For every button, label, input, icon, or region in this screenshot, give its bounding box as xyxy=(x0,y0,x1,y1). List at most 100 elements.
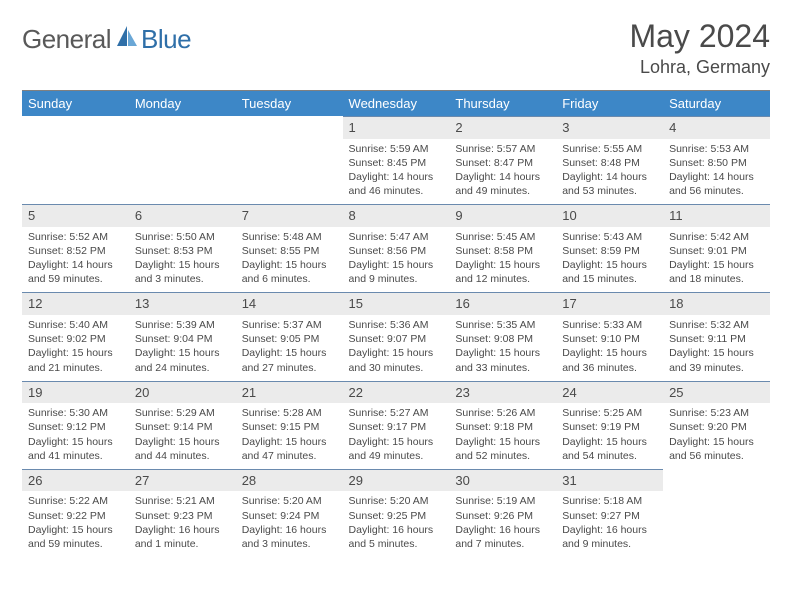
dow-header: Monday xyxy=(129,91,236,116)
day-number: 7 xyxy=(236,204,343,227)
location: Lohra, Germany xyxy=(629,57,770,78)
day-number: 1 xyxy=(343,116,450,139)
day-info: Sunrise: 5:23 AMSunset: 9:20 PMDaylight:… xyxy=(663,403,770,469)
day-info: Sunrise: 5:28 AMSunset: 9:15 PMDaylight:… xyxy=(236,403,343,469)
day-number: 5 xyxy=(22,204,129,227)
calendar-day: 14Sunrise: 5:37 AMSunset: 9:05 PMDayligh… xyxy=(236,292,343,380)
day-info: Sunrise: 5:40 AMSunset: 9:02 PMDaylight:… xyxy=(22,315,129,381)
day-number: 14 xyxy=(236,292,343,315)
calendar-day: 2Sunrise: 5:57 AMSunset: 8:47 PMDaylight… xyxy=(449,116,556,204)
day-number: 16 xyxy=(449,292,556,315)
day-number: 4 xyxy=(663,116,770,139)
day-number: 9 xyxy=(449,204,556,227)
calendar-day: 12Sunrise: 5:40 AMSunset: 9:02 PMDayligh… xyxy=(22,292,129,380)
day-info: Sunrise: 5:57 AMSunset: 8:47 PMDaylight:… xyxy=(449,139,556,205)
day-info: Sunrise: 5:42 AMSunset: 9:01 PMDaylight:… xyxy=(663,227,770,293)
day-info: Sunrise: 5:37 AMSunset: 9:05 PMDaylight:… xyxy=(236,315,343,381)
day-info: Sunrise: 5:45 AMSunset: 8:58 PMDaylight:… xyxy=(449,227,556,293)
page-header: General Blue May 2024 Lohra, Germany xyxy=(22,18,770,78)
day-info: Sunrise: 5:32 AMSunset: 9:11 PMDaylight:… xyxy=(663,315,770,381)
calendar-day: 11Sunrise: 5:42 AMSunset: 9:01 PMDayligh… xyxy=(663,204,770,292)
day-number: 29 xyxy=(343,469,450,492)
calendar-day: 15Sunrise: 5:36 AMSunset: 9:07 PMDayligh… xyxy=(343,292,450,380)
day-number: 24 xyxy=(556,381,663,404)
calendar-day-empty: . xyxy=(236,116,343,204)
calendar-day: 13Sunrise: 5:39 AMSunset: 9:04 PMDayligh… xyxy=(129,292,236,380)
calendar-day: 31Sunrise: 5:18 AMSunset: 9:27 PMDayligh… xyxy=(556,469,663,557)
calendar-day: 17Sunrise: 5:33 AMSunset: 9:10 PMDayligh… xyxy=(556,292,663,380)
day-info: Sunrise: 5:48 AMSunset: 8:55 PMDaylight:… xyxy=(236,227,343,293)
day-number: 13 xyxy=(129,292,236,315)
day-number: 22 xyxy=(343,381,450,404)
day-number: 3 xyxy=(556,116,663,139)
calendar-day: 28Sunrise: 5:20 AMSunset: 9:24 PMDayligh… xyxy=(236,469,343,557)
calendar-day: 20Sunrise: 5:29 AMSunset: 9:14 PMDayligh… xyxy=(129,381,236,469)
calendar-day: 23Sunrise: 5:26 AMSunset: 9:18 PMDayligh… xyxy=(449,381,556,469)
day-info: Sunrise: 5:53 AMSunset: 8:50 PMDaylight:… xyxy=(663,139,770,205)
calendar-day: 5Sunrise: 5:52 AMSunset: 8:52 PMDaylight… xyxy=(22,204,129,292)
calendar-day: 21Sunrise: 5:28 AMSunset: 9:15 PMDayligh… xyxy=(236,381,343,469)
calendar-table: SundayMondayTuesdayWednesdayThursdayFrid… xyxy=(22,91,770,557)
dow-header: Wednesday xyxy=(343,91,450,116)
title-block: May 2024 Lohra, Germany xyxy=(629,18,770,78)
day-number: 6 xyxy=(129,204,236,227)
brand-accent: Blue xyxy=(141,24,191,55)
day-number: 25 xyxy=(663,381,770,404)
day-number: 31 xyxy=(556,469,663,492)
dow-header: Thursday xyxy=(449,91,556,116)
month-title: May 2024 xyxy=(629,18,770,55)
day-number: 26 xyxy=(22,469,129,492)
calendar-day: 10Sunrise: 5:43 AMSunset: 8:59 PMDayligh… xyxy=(556,204,663,292)
day-number: 17 xyxy=(556,292,663,315)
calendar-day: 16Sunrise: 5:35 AMSunset: 9:08 PMDayligh… xyxy=(449,292,556,380)
day-info: Sunrise: 5:33 AMSunset: 9:10 PMDaylight:… xyxy=(556,315,663,381)
calendar-day-empty: . xyxy=(663,469,770,557)
calendar-day: 24Sunrise: 5:25 AMSunset: 9:19 PMDayligh… xyxy=(556,381,663,469)
day-info: Sunrise: 5:29 AMSunset: 9:14 PMDaylight:… xyxy=(129,403,236,469)
calendar-day-empty: . xyxy=(22,116,129,204)
day-info: Sunrise: 5:27 AMSunset: 9:17 PMDaylight:… xyxy=(343,403,450,469)
calendar-day: 3Sunrise: 5:55 AMSunset: 8:48 PMDaylight… xyxy=(556,116,663,204)
day-info: Sunrise: 5:22 AMSunset: 9:22 PMDaylight:… xyxy=(22,491,129,557)
day-info: Sunrise: 5:47 AMSunset: 8:56 PMDaylight:… xyxy=(343,227,450,293)
day-number: 27 xyxy=(129,469,236,492)
day-of-week-row: SundayMondayTuesdayWednesdayThursdayFrid… xyxy=(22,91,770,116)
day-number: 11 xyxy=(663,204,770,227)
day-info: Sunrise: 5:21 AMSunset: 9:23 PMDaylight:… xyxy=(129,491,236,557)
day-info: Sunrise: 5:36 AMSunset: 9:07 PMDaylight:… xyxy=(343,315,450,381)
day-number: 28 xyxy=(236,469,343,492)
day-number: 2 xyxy=(449,116,556,139)
day-info: Sunrise: 5:20 AMSunset: 9:24 PMDaylight:… xyxy=(236,491,343,557)
dow-header: Friday xyxy=(556,91,663,116)
calendar-day: 6Sunrise: 5:50 AMSunset: 8:53 PMDaylight… xyxy=(129,204,236,292)
day-info: Sunrise: 5:52 AMSunset: 8:52 PMDaylight:… xyxy=(22,227,129,293)
day-info: Sunrise: 5:18 AMSunset: 9:27 PMDaylight:… xyxy=(556,491,663,557)
sail-icon xyxy=(113,24,139,55)
day-info: Sunrise: 5:55 AMSunset: 8:48 PMDaylight:… xyxy=(556,139,663,205)
calendar-week-row: 5Sunrise: 5:52 AMSunset: 8:52 PMDaylight… xyxy=(22,204,770,292)
brand-name: General xyxy=(22,24,111,55)
calendar-day-empty: . xyxy=(129,116,236,204)
day-info: Sunrise: 5:25 AMSunset: 9:19 PMDaylight:… xyxy=(556,403,663,469)
calendar-day: 18Sunrise: 5:32 AMSunset: 9:11 PMDayligh… xyxy=(663,292,770,380)
calendar-day: 8Sunrise: 5:47 AMSunset: 8:56 PMDaylight… xyxy=(343,204,450,292)
calendar-body: ...1Sunrise: 5:59 AMSunset: 8:45 PMDayli… xyxy=(22,116,770,557)
day-info: Sunrise: 5:19 AMSunset: 9:26 PMDaylight:… xyxy=(449,491,556,557)
calendar-week-row: 12Sunrise: 5:40 AMSunset: 9:02 PMDayligh… xyxy=(22,292,770,380)
day-number: 10 xyxy=(556,204,663,227)
calendar-week-row: ...1Sunrise: 5:59 AMSunset: 8:45 PMDayli… xyxy=(22,116,770,204)
calendar-day: 4Sunrise: 5:53 AMSunset: 8:50 PMDaylight… xyxy=(663,116,770,204)
calendar-day: 19Sunrise: 5:30 AMSunset: 9:12 PMDayligh… xyxy=(22,381,129,469)
day-number: 15 xyxy=(343,292,450,315)
day-number: 18 xyxy=(663,292,770,315)
day-info: Sunrise: 5:26 AMSunset: 9:18 PMDaylight:… xyxy=(449,403,556,469)
day-number: 30 xyxy=(449,469,556,492)
day-number: 20 xyxy=(129,381,236,404)
calendar-day: 30Sunrise: 5:19 AMSunset: 9:26 PMDayligh… xyxy=(449,469,556,557)
day-number: 23 xyxy=(449,381,556,404)
calendar-day: 29Sunrise: 5:20 AMSunset: 9:25 PMDayligh… xyxy=(343,469,450,557)
day-number: 8 xyxy=(343,204,450,227)
calendar-day: 25Sunrise: 5:23 AMSunset: 9:20 PMDayligh… xyxy=(663,381,770,469)
calendar-day: 7Sunrise: 5:48 AMSunset: 8:55 PMDaylight… xyxy=(236,204,343,292)
calendar-day: 26Sunrise: 5:22 AMSunset: 9:22 PMDayligh… xyxy=(22,469,129,557)
